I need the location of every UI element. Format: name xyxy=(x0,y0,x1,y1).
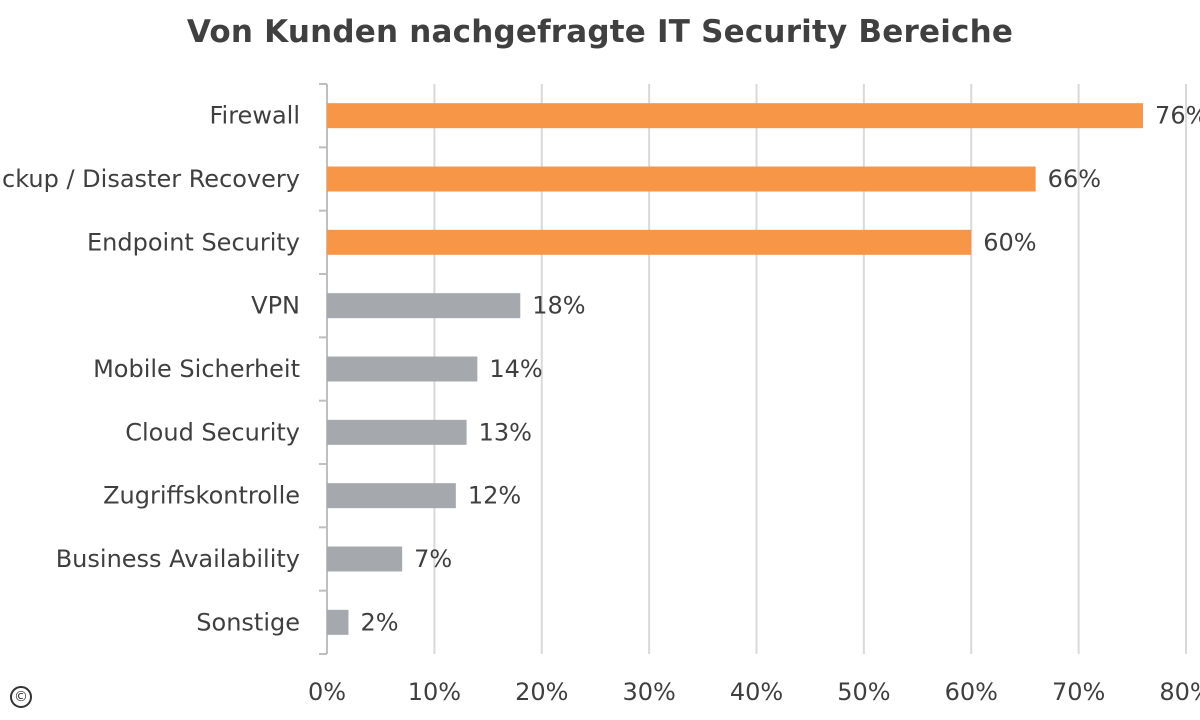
category-label: Business Availability xyxy=(56,545,300,573)
x-tick-label: 10% xyxy=(408,678,461,706)
value-label: 7% xyxy=(414,545,452,573)
category-label: VPN xyxy=(251,292,300,320)
bar xyxy=(327,609,349,635)
x-tick-label: 70% xyxy=(1052,678,1105,706)
labels: 0% 10% 20% 30% 40% 50% 60% 70% 80% Firewall 76% Bac… xyxy=(0,102,1200,706)
value-label: 2% xyxy=(360,608,398,636)
category-label: Cloud Security xyxy=(125,418,300,446)
bar xyxy=(327,356,478,382)
category-label: Backup / Disaster Recovery xyxy=(0,165,300,193)
x-tick-label: 30% xyxy=(622,678,675,706)
bar xyxy=(327,419,467,445)
bars xyxy=(327,103,1144,635)
category-label: Firewall xyxy=(209,102,300,130)
chart-title: Von Kunden nachgefragte IT Security Bere… xyxy=(186,14,1014,50)
bar xyxy=(327,546,403,572)
x-tick-label: 50% xyxy=(837,678,890,706)
value-label: 14% xyxy=(489,355,542,383)
x-tick-label: 0% xyxy=(308,678,346,706)
x-tick-label: 60% xyxy=(945,678,998,706)
category-label: Sonstige xyxy=(196,608,300,636)
x-tick-label: 80% xyxy=(1159,678,1200,706)
category-label: Endpoint Security xyxy=(87,228,300,256)
category-label: Zugriffskontrolle xyxy=(103,482,300,510)
x-tick-label: 40% xyxy=(730,678,783,706)
bar xyxy=(327,483,456,509)
bar xyxy=(327,166,1036,192)
category-label: Mobile Sicherheit xyxy=(93,355,300,383)
x-tick-label: 20% xyxy=(515,678,568,706)
value-label: 76% xyxy=(1155,102,1200,130)
value-label: 66% xyxy=(1048,165,1101,193)
bar xyxy=(327,293,521,319)
value-label: 13% xyxy=(479,418,532,446)
bar xyxy=(327,229,972,255)
value-label: 12% xyxy=(468,482,521,510)
value-label: 60% xyxy=(983,228,1036,256)
bar xyxy=(327,103,1144,129)
axes xyxy=(319,83,328,655)
copyright-icon: © xyxy=(10,686,32,708)
value-label: 18% xyxy=(532,292,585,320)
